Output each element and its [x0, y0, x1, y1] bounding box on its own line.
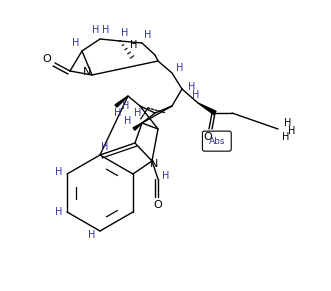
Text: H: H: [288, 126, 296, 136]
Text: Abs: Abs: [209, 137, 225, 146]
Text: N: N: [150, 159, 158, 169]
Text: H: H: [114, 108, 122, 118]
Text: N: N: [83, 67, 91, 77]
Polygon shape: [133, 123, 142, 130]
Polygon shape: [198, 103, 216, 115]
Text: H: H: [284, 118, 292, 128]
Text: H: H: [88, 230, 96, 240]
Text: H: H: [55, 207, 63, 217]
Text: H: H: [162, 171, 170, 181]
Text: H: H: [144, 30, 152, 40]
Text: H: H: [124, 116, 132, 126]
Text: H: H: [121, 28, 129, 38]
Text: O: O: [43, 54, 51, 64]
Text: H: H: [192, 90, 200, 100]
Text: H: H: [101, 142, 109, 152]
Text: H: H: [102, 25, 110, 35]
Text: H: H: [134, 108, 142, 118]
Text: H: H: [130, 40, 138, 50]
Text: H: H: [282, 132, 290, 142]
Text: H: H: [55, 167, 63, 177]
Text: O: O: [204, 132, 213, 142]
Text: H: H: [122, 101, 130, 111]
Text: H: H: [92, 25, 100, 35]
Text: H: H: [176, 63, 184, 73]
FancyBboxPatch shape: [202, 131, 231, 151]
Polygon shape: [115, 96, 128, 107]
Text: H: H: [72, 38, 80, 48]
Text: H: H: [188, 82, 196, 92]
Text: O: O: [154, 200, 163, 210]
